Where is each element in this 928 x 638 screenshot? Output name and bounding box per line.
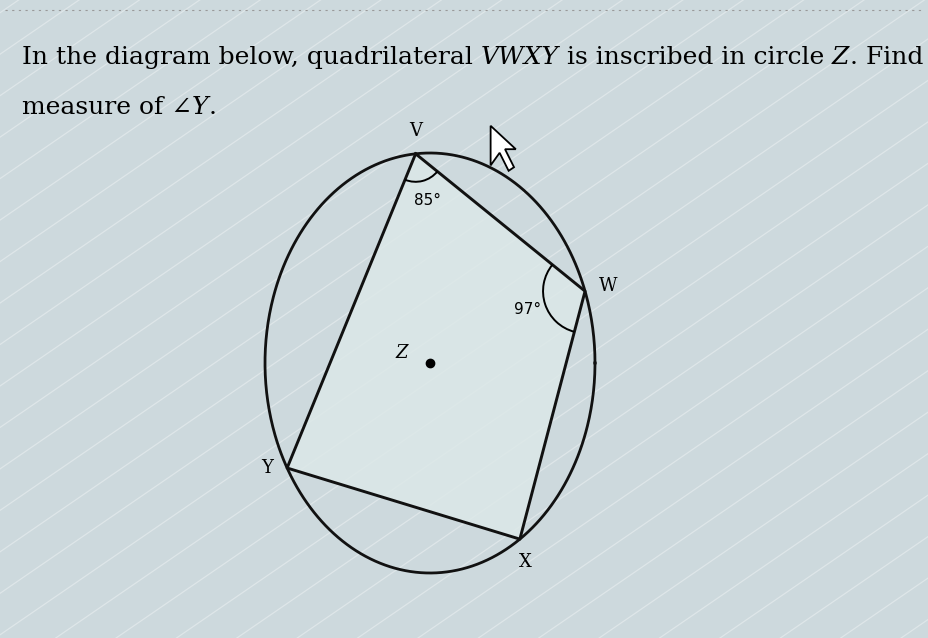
Text: is inscribed in circle: is inscribed in circle: [559, 46, 831, 69]
Text: Y: Y: [261, 459, 273, 477]
Text: 97°: 97°: [514, 302, 541, 317]
Text: Y: Y: [192, 96, 209, 119]
Text: 85°: 85°: [414, 193, 441, 208]
Text: . Find the: . Find the: [848, 46, 928, 69]
Polygon shape: [287, 154, 585, 539]
Text: V: V: [408, 122, 421, 140]
Text: In the diagram below, quadrilateral: In the diagram below, quadrilateral: [22, 46, 481, 69]
Text: Z: Z: [831, 46, 848, 69]
Polygon shape: [490, 126, 515, 171]
Text: Z: Z: [395, 344, 407, 362]
Text: W: W: [599, 277, 617, 295]
Text: measure of ∠: measure of ∠: [22, 96, 192, 119]
Text: .: .: [209, 96, 216, 119]
Text: X: X: [518, 553, 531, 571]
Text: VWXY: VWXY: [481, 46, 559, 69]
